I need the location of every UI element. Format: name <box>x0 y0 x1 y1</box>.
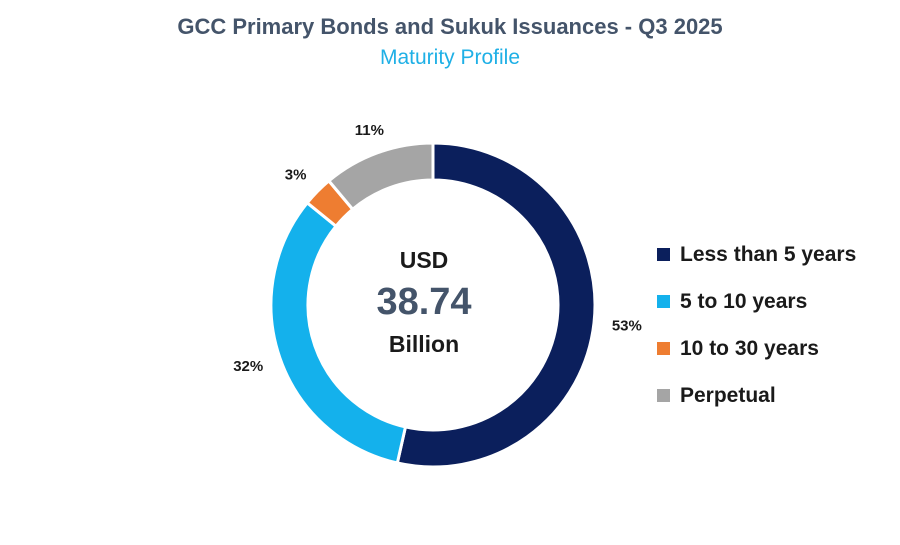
center-total-value: 38.74 <box>376 281 471 323</box>
donut-slice-5-to-10-years <box>269 200 408 465</box>
legend: Less than 5 years 5 to 10 years 10 to 30 y… <box>657 231 856 419</box>
legend-swatch <box>657 342 670 355</box>
legend-item: 10 to 30 years <box>657 325 856 372</box>
legend-item: Perpetual <box>657 372 856 419</box>
percent-label-10-to-30-years: 3% <box>285 167 307 184</box>
percent-label-5-to-10-years: 32% <box>233 358 263 375</box>
legend-swatch <box>657 248 670 261</box>
legend-label: Less than 5 years <box>680 242 857 266</box>
donut-slice-perpetual <box>326 141 435 212</box>
percent-labels: 53% 32% 3% 11% <box>233 122 642 375</box>
donut-slices <box>269 141 597 469</box>
center-currency: USD <box>400 247 449 273</box>
center-unit: Billion <box>389 331 459 357</box>
legend-label: 10 to 30 years <box>680 336 819 360</box>
percent-label-less-than-5-years: 53% <box>612 318 642 335</box>
chart-title: GCC Primary Bonds and Sukuk Issuances - … <box>177 14 723 39</box>
legend-label: 5 to 10 years <box>680 289 808 313</box>
legend-item: 5 to 10 years <box>657 278 856 325</box>
legend-label: Perpetual <box>680 383 776 407</box>
legend-swatch <box>657 295 670 308</box>
percent-label-perpetual: 11% <box>355 122 384 139</box>
legend-swatch <box>657 389 670 402</box>
donut-slice-less-than-5-years <box>395 141 597 469</box>
legend-item: Less than 5 years <box>657 231 856 278</box>
chart-subtitle: Maturity Profile <box>379 46 521 69</box>
